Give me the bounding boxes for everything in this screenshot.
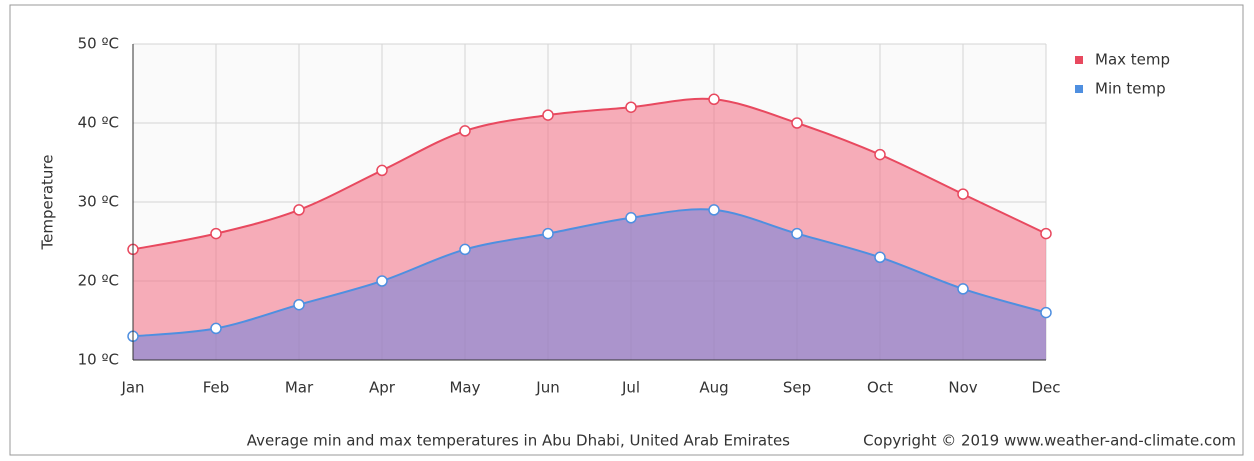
point — [376, 275, 388, 287]
line — [132, 97, 1047, 251]
point — [1040, 306, 1052, 319]
point — [542, 227, 554, 240]
y-axis-label: Temperature — [39, 154, 57, 250]
x-tick-label: Jan — [120, 379, 144, 397]
point — [625, 101, 637, 113]
copyright: Copyright © 2019 www.weather-and-climate… — [863, 432, 1236, 450]
x-tick-label: Jun — [535, 379, 559, 397]
legend-label: Max temp — [1095, 51, 1170, 69]
x-tick-label: Mar — [285, 379, 314, 397]
x-tick-label: Jul — [621, 379, 640, 397]
legend-swatch — [1075, 56, 1083, 64]
caption: Average min and max temperatures in Abu … — [247, 432, 790, 450]
y-tick-label: 40 ºC — [78, 114, 119, 132]
x-tick-label: Dec — [1031, 379, 1060, 397]
point — [459, 243, 471, 256]
line — [132, 208, 1047, 338]
x-tick-label: May — [449, 379, 480, 397]
point — [459, 125, 471, 137]
y-tick-label: 20 ºC — [78, 272, 119, 290]
legend-swatch — [1075, 85, 1083, 93]
point — [708, 204, 720, 216]
x-tick-label: Oct — [867, 379, 893, 397]
point — [542, 109, 554, 121]
point — [210, 227, 222, 240]
point — [1040, 227, 1052, 240]
point — [791, 117, 803, 129]
point — [874, 148, 886, 161]
x-tick-label: Apr — [369, 379, 396, 397]
point — [957, 188, 969, 200]
x-tick-label: Feb — [203, 379, 230, 397]
point — [874, 251, 886, 264]
point — [957, 283, 969, 295]
y-tick-label: 50 ºC — [78, 35, 119, 53]
x-tick-label: Aug — [699, 379, 728, 397]
x-tick-label: Sep — [783, 379, 811, 397]
legend-label: Min temp — [1095, 80, 1166, 98]
x-tick-label: Nov — [948, 379, 977, 397]
point — [708, 93, 720, 106]
point — [625, 212, 637, 224]
y-tick-label: 10 ºC — [78, 351, 119, 369]
point — [210, 322, 222, 335]
point — [293, 298, 305, 311]
y-tick-label: 30 ºC — [78, 193, 119, 211]
point — [376, 164, 388, 177]
area — [133, 209, 1046, 360]
point — [293, 204, 305, 216]
point — [791, 227, 803, 240]
